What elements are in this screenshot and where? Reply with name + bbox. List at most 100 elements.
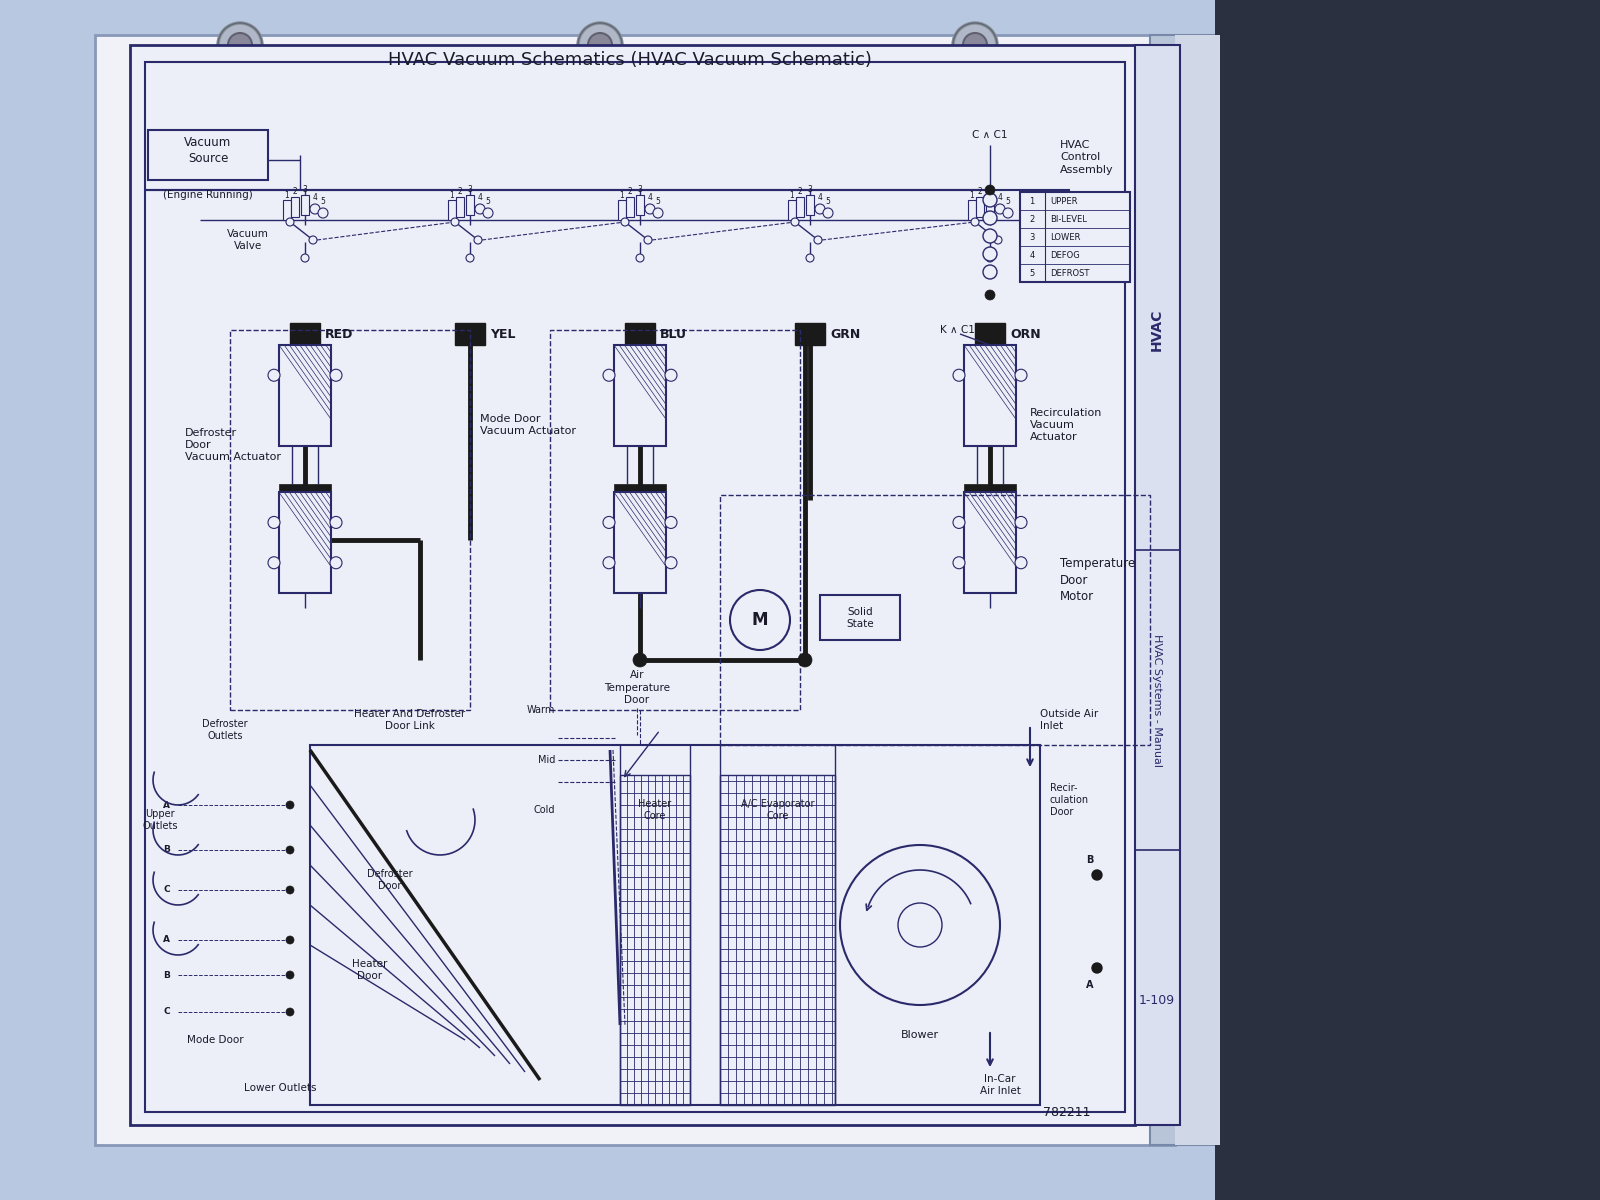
Bar — [614, 484, 666, 492]
Bar — [976, 197, 984, 217]
Text: B: B — [163, 971, 170, 979]
Circle shape — [330, 516, 342, 528]
Bar — [550, 330, 800, 710]
Circle shape — [730, 590, 790, 650]
Bar — [806, 194, 814, 215]
Circle shape — [286, 218, 294, 226]
Text: Vacuum
Source: Vacuum Source — [184, 136, 232, 164]
Circle shape — [475, 204, 485, 214]
Bar — [466, 194, 474, 215]
Bar — [963, 492, 1016, 593]
Bar — [1174, 35, 1221, 1145]
Text: 4: 4 — [997, 193, 1003, 203]
Bar — [1134, 44, 1181, 1126]
Bar — [278, 346, 331, 445]
Bar — [795, 323, 826, 346]
Bar — [787, 200, 797, 220]
Circle shape — [645, 204, 654, 214]
Bar — [1214, 0, 1600, 1200]
Bar — [1150, 35, 1214, 1145]
Text: Heater
Core: Heater Core — [638, 799, 672, 821]
Text: HVAC Vacuum Schematics (HVAC Vacuum Schematic): HVAC Vacuum Schematics (HVAC Vacuum Sche… — [389, 50, 872, 68]
Text: 5: 5 — [1029, 269, 1035, 277]
Text: Lower Outlets: Lower Outlets — [243, 1082, 317, 1093]
Circle shape — [634, 653, 646, 667]
Circle shape — [986, 185, 995, 194]
Text: A: A — [163, 800, 170, 810]
Text: (Engine Running): (Engine Running) — [163, 190, 253, 200]
Text: 3: 3 — [987, 186, 992, 194]
Text: Defroster
Outlets: Defroster Outlets — [202, 719, 248, 742]
Circle shape — [1091, 962, 1102, 973]
Circle shape — [971, 218, 979, 226]
Text: YEL: YEL — [490, 328, 515, 341]
Bar — [720, 775, 835, 1105]
Text: RED: RED — [325, 328, 354, 341]
Circle shape — [666, 557, 677, 569]
Circle shape — [790, 218, 798, 226]
Circle shape — [483, 208, 493, 218]
Circle shape — [603, 516, 614, 528]
Circle shape — [286, 1008, 294, 1016]
Bar — [819, 595, 899, 640]
Circle shape — [286, 802, 294, 809]
Circle shape — [814, 236, 822, 244]
Text: Mode Door: Mode Door — [187, 1034, 243, 1045]
Bar — [621, 775, 690, 1105]
Text: Defroster
Door: Defroster Door — [366, 869, 413, 892]
Text: 4: 4 — [477, 193, 483, 203]
Text: 1: 1 — [285, 191, 290, 199]
Circle shape — [578, 23, 622, 67]
Circle shape — [301, 254, 309, 262]
Circle shape — [982, 265, 997, 278]
Circle shape — [1091, 870, 1102, 880]
Circle shape — [286, 971, 294, 979]
Circle shape — [637, 254, 643, 262]
Text: 1: 1 — [619, 191, 624, 199]
Text: K ∧ C1: K ∧ C1 — [941, 325, 974, 335]
Text: 2: 2 — [1029, 215, 1035, 223]
Circle shape — [286, 846, 294, 854]
Text: A: A — [163, 936, 170, 944]
Circle shape — [218, 23, 262, 67]
Bar — [614, 346, 666, 445]
Text: Recir-
culation
Door: Recir- culation Door — [1050, 782, 1090, 817]
Circle shape — [963, 32, 987, 56]
Bar — [448, 200, 456, 220]
Circle shape — [229, 32, 253, 56]
Circle shape — [994, 236, 1002, 244]
Text: 1: 1 — [790, 191, 794, 199]
Bar — [456, 197, 464, 217]
Bar — [130, 44, 1134, 1126]
Text: 5: 5 — [656, 198, 661, 206]
Circle shape — [1003, 208, 1013, 218]
Text: Temperature
Door
Motor: Temperature Door Motor — [1059, 558, 1136, 602]
Bar — [974, 323, 1005, 346]
Bar — [230, 330, 470, 710]
Bar — [797, 197, 805, 217]
Text: DEFROST: DEFROST — [1050, 269, 1090, 277]
Circle shape — [822, 208, 834, 218]
Text: 4: 4 — [818, 193, 822, 203]
Circle shape — [954, 516, 965, 528]
Text: Warm: Warm — [526, 704, 555, 715]
Text: Upper
Outlets: Upper Outlets — [142, 809, 178, 832]
Bar — [963, 346, 1016, 445]
Text: 2: 2 — [978, 187, 982, 197]
Circle shape — [954, 23, 997, 67]
Text: 5: 5 — [1005, 198, 1011, 206]
Text: 4: 4 — [1029, 251, 1035, 259]
Text: 5: 5 — [485, 198, 491, 206]
Circle shape — [840, 845, 1000, 1006]
Text: Vacuum
Valve: Vacuum Valve — [227, 229, 269, 251]
Text: C ∧ C1: C ∧ C1 — [973, 130, 1008, 140]
Text: DEFOG: DEFOG — [1050, 251, 1080, 259]
Bar — [626, 197, 634, 217]
Bar — [986, 194, 994, 215]
Text: LOWER: LOWER — [1050, 233, 1080, 241]
Text: Blower: Blower — [901, 1030, 939, 1040]
Bar — [720, 494, 1150, 745]
Text: Mid: Mid — [538, 755, 555, 766]
Text: Air
Temperature
Door: Air Temperature Door — [605, 670, 670, 704]
Circle shape — [466, 254, 474, 262]
